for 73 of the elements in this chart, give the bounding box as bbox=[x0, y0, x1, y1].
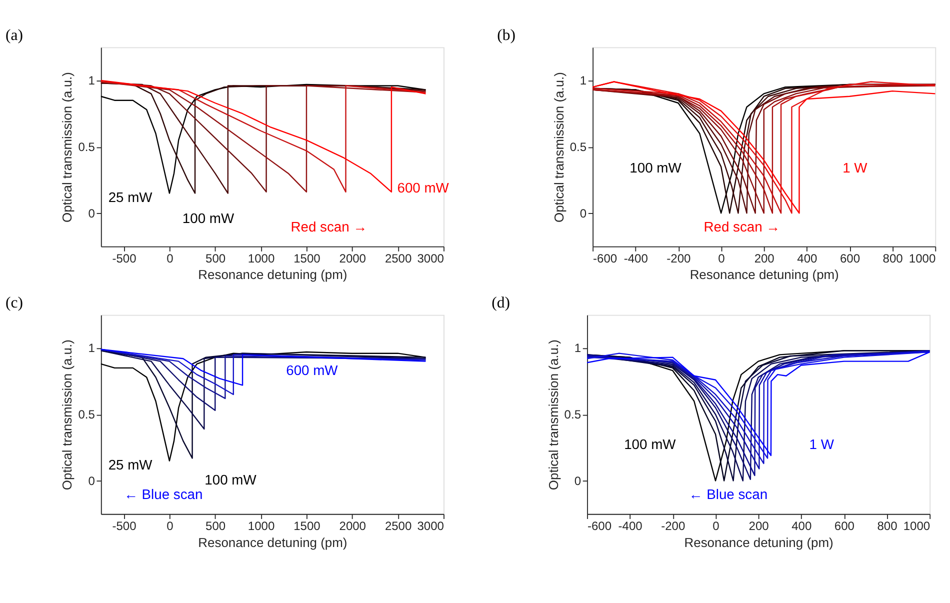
x-tick-label: 0 bbox=[712, 519, 720, 534]
y-tick-label: 0 bbox=[574, 474, 582, 488]
x-tick-label: 800 bbox=[882, 252, 904, 266]
x-tick-label: 3000 bbox=[417, 519, 444, 534]
annotation: 1 W bbox=[809, 436, 835, 452]
annotation: ← Blue scan bbox=[688, 486, 768, 502]
annotation: 600 mW bbox=[397, 180, 450, 196]
y-tick-label: 1 bbox=[88, 341, 96, 356]
y-tick-label: 0 bbox=[88, 206, 96, 220]
annotation: 100 mW bbox=[630, 159, 682, 176]
y-tick-label: 1 bbox=[580, 74, 587, 88]
x-tick-label: 2000 bbox=[339, 252, 366, 266]
line-series bbox=[100, 348, 426, 386]
x-tick-label: 200 bbox=[748, 519, 770, 534]
x-tick-label: 2500 bbox=[384, 519, 412, 534]
x-tick-label: 400 bbox=[797, 252, 818, 266]
x-tick-label: 2500 bbox=[384, 252, 412, 266]
y-axis-title: Optical transmission (a.u.) bbox=[551, 72, 566, 222]
chart-title: (a) bbox=[5, 26, 23, 44]
x-axis-title: Resonance detuning (pm) bbox=[198, 534, 348, 550]
x-tick-label: -200 bbox=[666, 252, 692, 266]
x-axis-title: Resonance detuning (pm) bbox=[198, 267, 348, 282]
x-tick-label: 200 bbox=[754, 252, 775, 266]
x-tick-label: 1000 bbox=[903, 519, 930, 534]
x-tick-label: 1000 bbox=[248, 519, 275, 534]
chart-title: (b) bbox=[497, 26, 516, 44]
x-tick-label: -500 bbox=[112, 252, 137, 266]
x-tick-label: 500 bbox=[206, 519, 226, 534]
x-tick-label: -200 bbox=[661, 519, 686, 534]
x-tick-label: 600 bbox=[834, 519, 855, 534]
y-axis-title: Optical transmission (a.u.) bbox=[60, 72, 75, 222]
annotation: Red scan → bbox=[704, 218, 780, 235]
annotation: ← Blue scan bbox=[124, 486, 203, 502]
y-tick-label: 0.5 bbox=[564, 408, 582, 422]
x-axis-title: Resonance detuning (pm) bbox=[690, 267, 839, 282]
y-tick-label: 1 bbox=[88, 74, 96, 88]
chart-title: (c) bbox=[5, 294, 23, 312]
annotation: 100 mW bbox=[624, 436, 677, 452]
x-tick-label: -400 bbox=[624, 252, 648, 266]
x-tick-label: 500 bbox=[206, 252, 226, 266]
x-tick-label: 0 bbox=[718, 252, 726, 266]
annotation: 100 mW bbox=[204, 471, 258, 488]
annotation: 25 mW bbox=[108, 188, 154, 205]
x-tick-label: 0 bbox=[166, 252, 174, 266]
y-tick-label: 0.5 bbox=[78, 140, 96, 154]
x-tick-label: 1500 bbox=[294, 519, 321, 534]
annotation: 25 mW bbox=[108, 456, 154, 472]
x-tick-label: 3000 bbox=[417, 252, 444, 266]
annotation: Red scan → bbox=[290, 218, 368, 235]
x-tick-label: -400 bbox=[618, 519, 643, 534]
y-tick-label: 0.5 bbox=[78, 408, 96, 422]
x-tick-label: 800 bbox=[877, 519, 898, 534]
x-tick-label: 600 bbox=[840, 252, 860, 266]
x-tick-label: 1000 bbox=[248, 252, 275, 266]
annotation: 600 mW bbox=[286, 362, 339, 378]
y-axis-title: Optical transmission (a.u.) bbox=[546, 340, 561, 490]
x-tick-label: 400 bbox=[792, 519, 812, 534]
annotation: 1 W bbox=[842, 159, 868, 176]
x-axis-title: Resonance detuning (pm) bbox=[684, 534, 834, 550]
y-tick-label: 1 bbox=[574, 341, 582, 356]
y-tick-label: 0.5 bbox=[570, 140, 587, 154]
x-tick-label: 0 bbox=[166, 519, 174, 534]
y-axis-title: Optical transmission (a.u.) bbox=[60, 340, 75, 490]
y-tick-label: 0 bbox=[580, 206, 587, 220]
x-tick-label: -500 bbox=[112, 519, 137, 534]
y-tick-label: 0 bbox=[88, 474, 96, 488]
x-tick-label: -600 bbox=[593, 252, 618, 266]
chart-title: (d) bbox=[492, 294, 510, 312]
x-tick-label: 2000 bbox=[339, 519, 366, 534]
x-tick-label: 1500 bbox=[294, 252, 321, 266]
x-tick-label: -600 bbox=[588, 519, 612, 534]
annotation: 100 mW bbox=[182, 210, 235, 226]
x-tick-label: 1000 bbox=[908, 252, 936, 266]
